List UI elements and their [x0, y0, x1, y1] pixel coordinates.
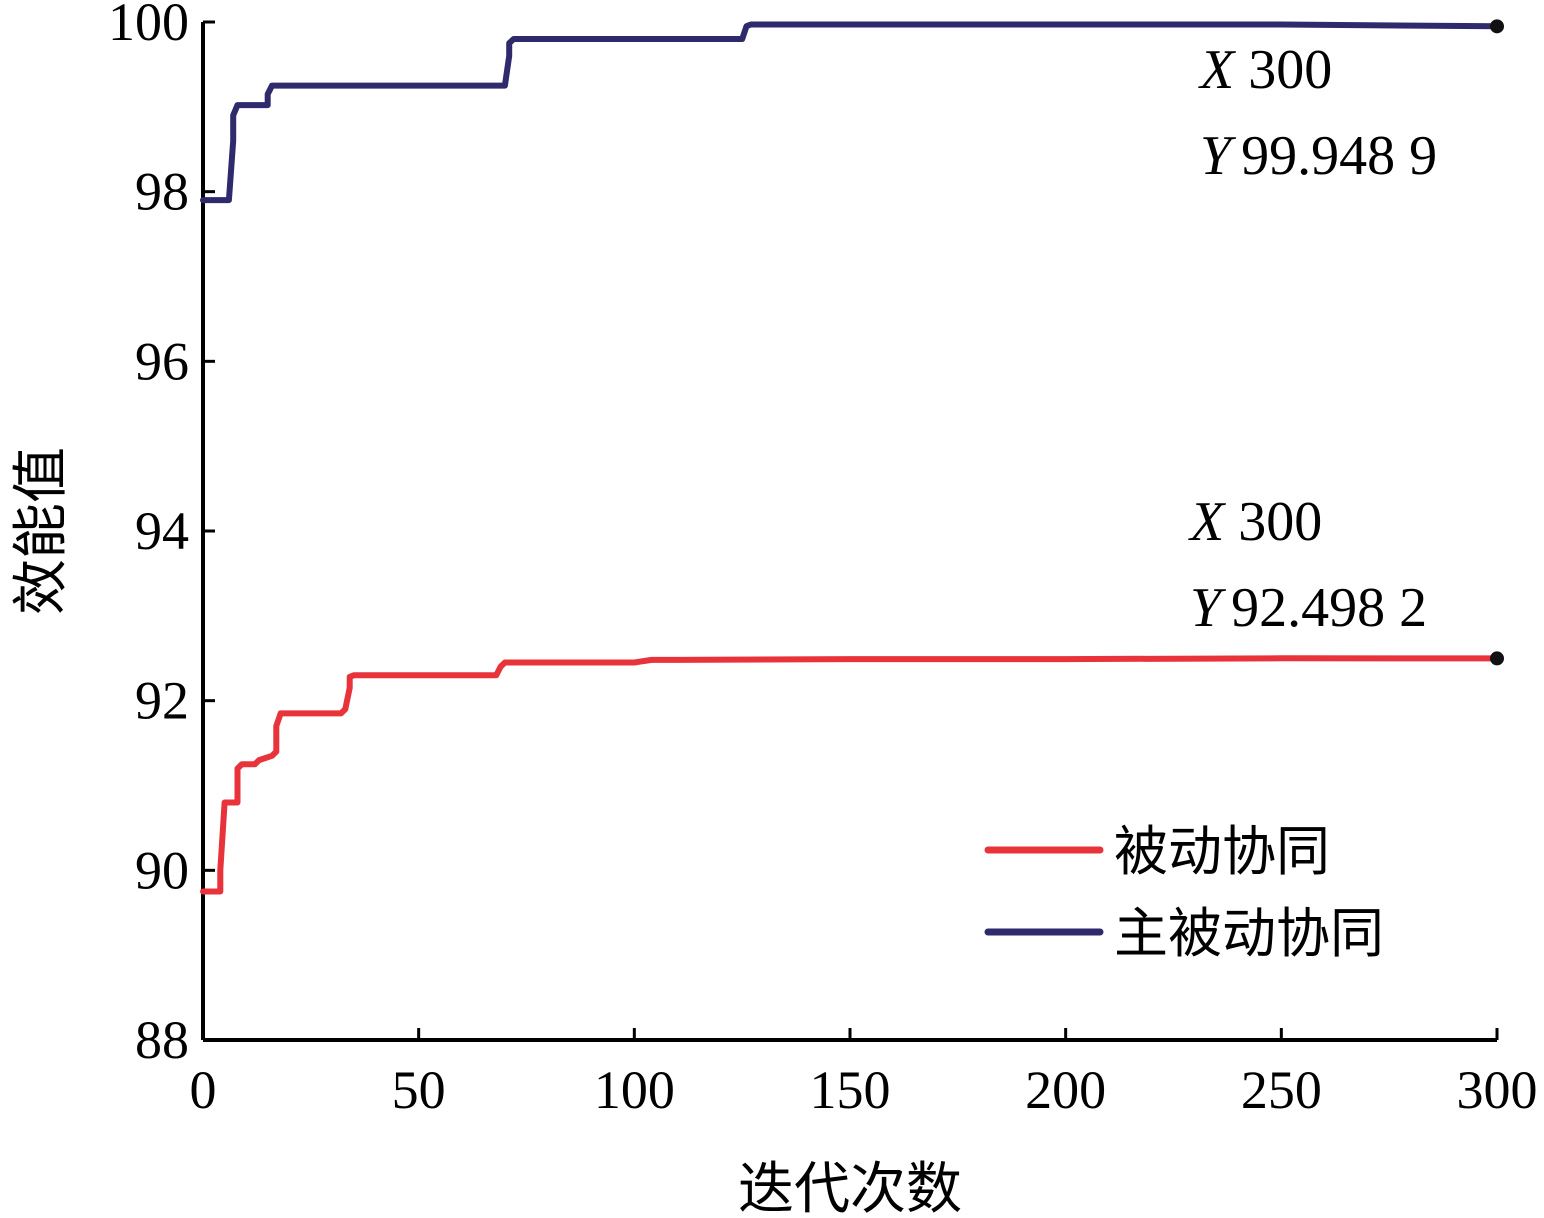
- series-layer: [200, 21, 1500, 895]
- datatip-x-key: X: [1198, 39, 1237, 101]
- y-tick-label: 90: [135, 840, 189, 900]
- series-line-active-passive: [200, 21, 1500, 204]
- y-tick-label: 92: [135, 671, 189, 731]
- y-tick-label: 94: [135, 501, 189, 561]
- series-line-passive: [200, 655, 1500, 895]
- y-tick-label: 100: [108, 0, 189, 52]
- x-tick-label: 250: [1241, 1060, 1322, 1120]
- datatip-marker: [1490, 19, 1504, 34]
- x-axis-title: 迭代次数: [738, 1157, 962, 1218]
- datatip-x: X 300: [1198, 39, 1332, 101]
- x-tick-label: 50: [392, 1060, 446, 1120]
- datatip-y-key: Y: [1200, 125, 1237, 187]
- x-tick-label: 200: [1025, 1060, 1106, 1120]
- x-tick-label: 100: [594, 1060, 675, 1120]
- x-tick-label: 150: [810, 1060, 891, 1120]
- x-tick-label: 0: [190, 1060, 217, 1120]
- x-ticks: 0 50 100 150 200 250 300: [190, 1028, 1538, 1120]
- datatip-x: X 300: [1188, 491, 1322, 553]
- y-tick-label: 96: [135, 331, 189, 391]
- datatip-x-key: X: [1188, 491, 1227, 553]
- datatip-marker: [1490, 651, 1504, 666]
- datatip-y: Y 92.498 2: [1190, 577, 1427, 639]
- datatip-x-value: 300: [1248, 39, 1332, 101]
- datatip-y-value: 99.948 9: [1241, 125, 1437, 187]
- legend-label: 主被动协同: [1114, 902, 1384, 965]
- y-tick-label: 98: [135, 162, 189, 222]
- x-tick-label: 300: [1457, 1060, 1538, 1120]
- y-axis-title: 效能值: [9, 447, 74, 615]
- y-tick-label: 88: [135, 1010, 189, 1070]
- legend-label: 被动协同: [1114, 820, 1330, 883]
- y-ticks: 88 90 92 94 96 98 100: [108, 0, 215, 1070]
- datatip-x-value: 300: [1238, 491, 1322, 553]
- datatip-y-key: Y: [1190, 577, 1227, 639]
- datatip-y: Y 99.948 9: [1200, 125, 1437, 187]
- datatip-y-value: 92.498 2: [1231, 577, 1427, 639]
